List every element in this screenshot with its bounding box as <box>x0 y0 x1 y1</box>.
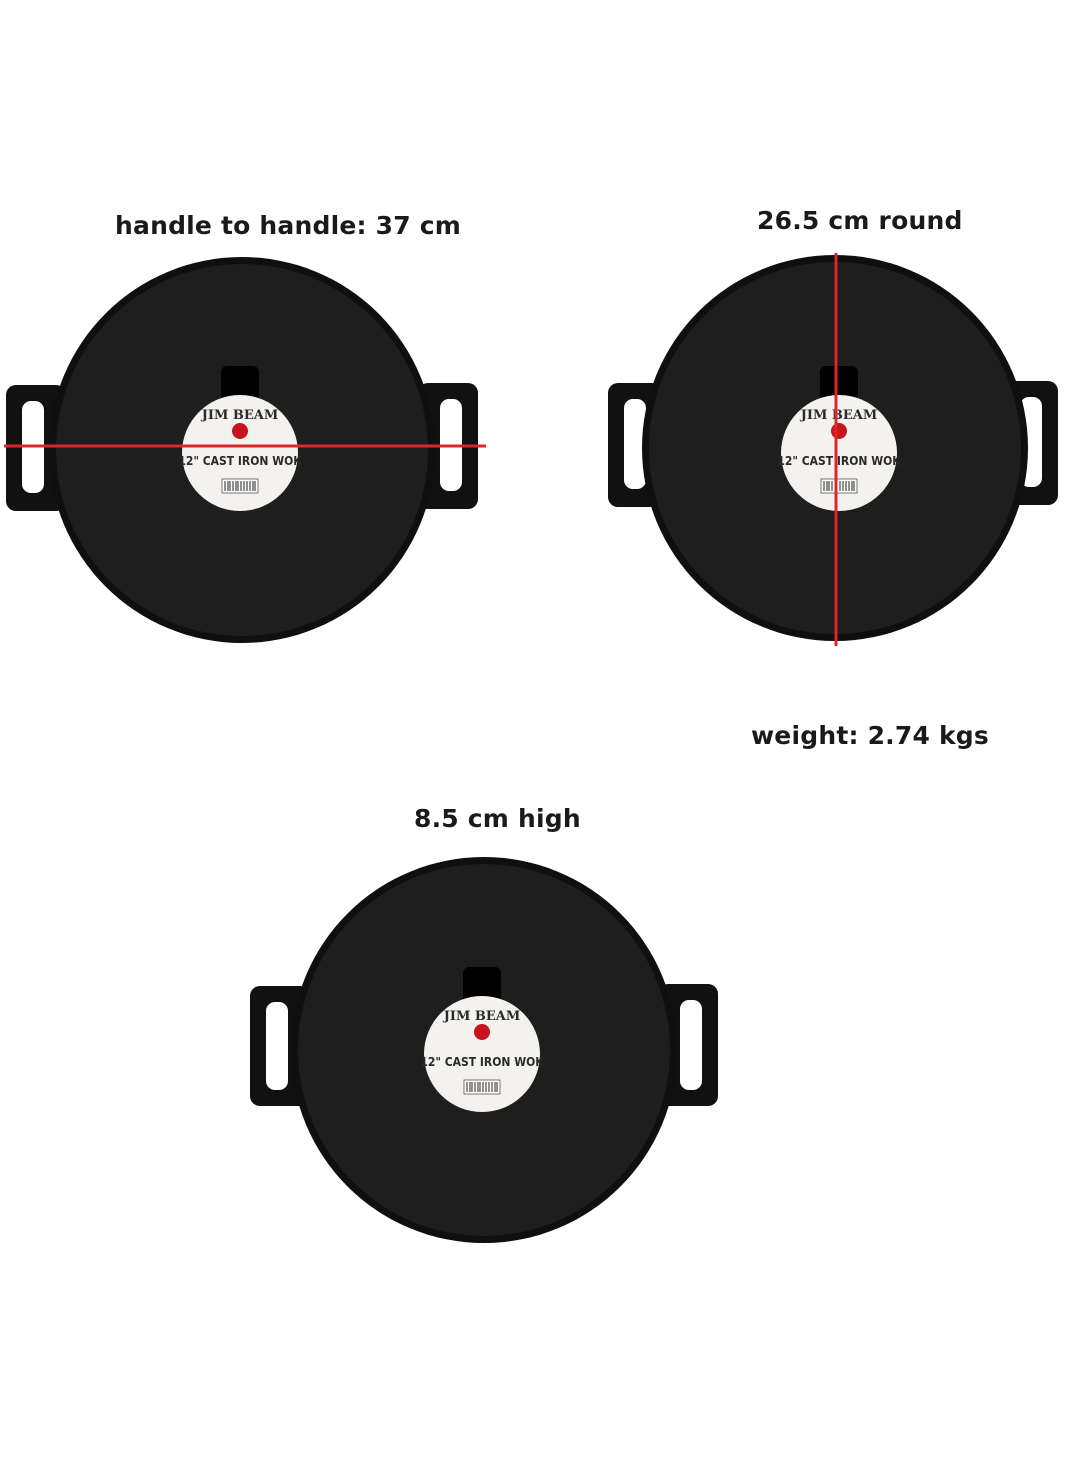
left-handle-hole <box>266 1002 288 1090</box>
wok-drawing: JIM BEAM 12" CAST IRON WOK <box>250 857 718 1243</box>
label-product-text: 12" CAST IRON WOK <box>420 1055 544 1069</box>
label-product-text: 12" CAST IRON WOK <box>178 454 302 468</box>
wok-drawing: JIM BEAM 12" CAST IRON WOK <box>608 253 1058 646</box>
barcode-icon <box>463 1079 501 1095</box>
label-tab <box>221 366 259 402</box>
product-label <box>424 996 540 1112</box>
product-label <box>182 395 298 511</box>
height-caption: 8.5 cm high <box>414 804 581 833</box>
label-tab <box>820 366 858 402</box>
wok-image-horizontal-measure: JIM BEAM 12" CAST IRON WOK <box>4 255 486 645</box>
left-handle-hole <box>624 399 646 489</box>
brand-seal-icon <box>831 423 847 439</box>
barcode-lines <box>466 1082 498 1092</box>
brand-seal-icon <box>474 1024 490 1040</box>
barcode-lines <box>224 481 256 491</box>
right-handle-hole <box>680 1000 702 1090</box>
barcode-icon <box>221 478 259 494</box>
label-brand-text: JIM BEAM <box>201 408 279 423</box>
weight-caption: weight: 2.74 kgs <box>751 721 989 750</box>
wok-image-plain: JIM BEAM 12" CAST IRON WOK <box>248 856 720 1248</box>
diameter-caption: 26.5 cm round <box>757 206 963 235</box>
wok-drawing: JIM BEAM 12" CAST IRON WOK <box>4 257 486 643</box>
label-brand-text: JIM BEAM <box>800 408 878 423</box>
label-brand-text: JIM BEAM <box>443 1009 521 1024</box>
product-label <box>781 395 897 511</box>
handle-to-handle-caption: handle to handle: 37 cm <box>115 211 461 240</box>
brand-seal-icon <box>232 423 248 439</box>
barcode-icon <box>820 478 858 494</box>
label-tab <box>463 967 501 1003</box>
label-product-text: 12" CAST IRON WOK <box>777 454 901 468</box>
wok-image-vertical-measure: JIM BEAM 12" CAST IRON WOK <box>606 253 1060 648</box>
